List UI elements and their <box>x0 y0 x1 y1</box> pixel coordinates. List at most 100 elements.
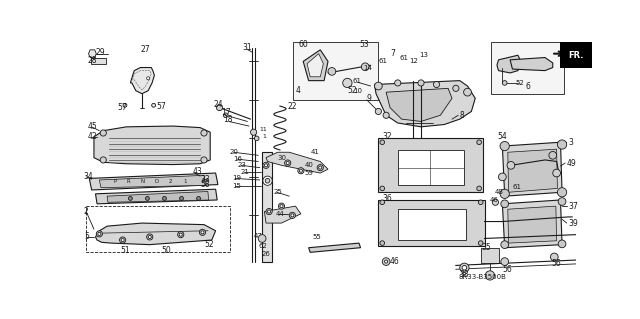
Circle shape <box>460 263 469 272</box>
Text: 29: 29 <box>95 48 105 57</box>
Circle shape <box>96 231 102 237</box>
Polygon shape <box>94 126 210 165</box>
Circle shape <box>250 129 257 135</box>
Text: 61: 61 <box>399 55 408 61</box>
Text: 4: 4 <box>296 86 300 95</box>
Text: 47: 47 <box>253 233 262 239</box>
Text: 1: 1 <box>262 134 266 139</box>
Text: 53: 53 <box>359 40 369 49</box>
Text: 52: 52 <box>204 240 214 249</box>
Circle shape <box>98 232 101 235</box>
Circle shape <box>278 203 285 209</box>
Circle shape <box>259 235 266 242</box>
Text: 1: 1 <box>183 179 186 184</box>
Circle shape <box>380 200 385 204</box>
Text: 14: 14 <box>363 64 372 70</box>
Circle shape <box>201 231 204 234</box>
Polygon shape <box>95 189 217 204</box>
Text: 13: 13 <box>419 52 428 58</box>
Polygon shape <box>95 223 216 245</box>
Text: 57: 57 <box>156 101 166 111</box>
Circle shape <box>380 186 385 191</box>
Circle shape <box>298 168 304 174</box>
Text: 39: 39 <box>568 219 578 227</box>
Circle shape <box>362 63 369 70</box>
Circle shape <box>374 82 382 90</box>
Text: 17: 17 <box>221 108 230 117</box>
Circle shape <box>485 271 495 280</box>
Text: 61: 61 <box>353 78 362 84</box>
Polygon shape <box>378 200 484 246</box>
Circle shape <box>147 234 153 240</box>
Polygon shape <box>508 149 557 192</box>
Text: 20: 20 <box>230 149 239 155</box>
Circle shape <box>501 200 509 208</box>
Text: 23: 23 <box>237 162 246 168</box>
Text: 26: 26 <box>261 251 270 257</box>
Text: 19: 19 <box>232 175 241 182</box>
Circle shape <box>289 212 296 219</box>
Text: 55: 55 <box>312 234 321 240</box>
Circle shape <box>254 136 259 141</box>
Circle shape <box>147 77 150 80</box>
Bar <box>481 248 499 263</box>
Text: 57: 57 <box>117 103 127 112</box>
Polygon shape <box>497 55 522 73</box>
Text: 22: 22 <box>288 101 297 111</box>
Polygon shape <box>374 81 476 127</box>
Polygon shape <box>91 58 106 64</box>
Circle shape <box>549 152 557 159</box>
Circle shape <box>502 81 507 85</box>
Text: 33: 33 <box>200 175 210 184</box>
Text: 35: 35 <box>481 243 492 252</box>
Text: 56: 56 <box>551 259 561 268</box>
Text: 30: 30 <box>278 155 287 161</box>
Text: N: N <box>141 179 145 184</box>
Text: 49: 49 <box>566 159 577 167</box>
Circle shape <box>263 162 269 168</box>
Circle shape <box>375 108 381 115</box>
Circle shape <box>291 214 294 217</box>
Circle shape <box>199 229 205 235</box>
Polygon shape <box>502 142 562 196</box>
Text: 43: 43 <box>193 167 202 176</box>
Circle shape <box>452 85 459 92</box>
Text: 56: 56 <box>502 265 512 274</box>
Circle shape <box>196 197 200 200</box>
Circle shape <box>395 80 401 86</box>
Text: 54: 54 <box>497 131 507 141</box>
Circle shape <box>286 161 289 165</box>
Text: 59: 59 <box>305 170 314 176</box>
Circle shape <box>433 81 440 87</box>
Text: 32: 32 <box>382 131 392 141</box>
Circle shape <box>500 189 509 198</box>
Text: P: P <box>113 179 116 184</box>
Text: 9: 9 <box>367 94 372 103</box>
Circle shape <box>216 105 223 111</box>
Text: 62: 62 <box>259 243 267 249</box>
Polygon shape <box>303 50 328 81</box>
Polygon shape <box>262 152 272 262</box>
Text: 8R33-B3500B: 8R33-B3500B <box>458 274 506 280</box>
Circle shape <box>501 258 509 265</box>
Polygon shape <box>307 54 323 77</box>
Circle shape <box>266 208 272 215</box>
Text: 40: 40 <box>305 162 314 168</box>
Circle shape <box>477 140 481 145</box>
Circle shape <box>317 165 323 171</box>
Bar <box>491 42 564 94</box>
Text: 5: 5 <box>84 233 89 241</box>
Polygon shape <box>266 152 328 173</box>
Text: 2: 2 <box>169 179 172 184</box>
Circle shape <box>463 88 472 96</box>
Circle shape <box>558 198 566 205</box>
Circle shape <box>280 204 283 208</box>
Text: 21: 21 <box>241 169 250 175</box>
Circle shape <box>478 241 483 245</box>
Text: 61: 61 <box>513 184 522 190</box>
Circle shape <box>462 265 467 270</box>
Polygon shape <box>99 175 205 188</box>
Text: FR.: FR. <box>568 51 584 60</box>
Text: 8: 8 <box>460 111 465 120</box>
Text: 15: 15 <box>232 183 241 189</box>
